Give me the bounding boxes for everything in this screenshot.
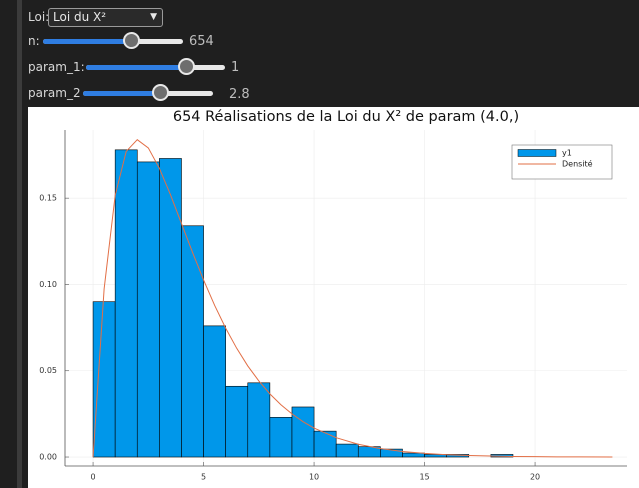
slider-value: 1 [231, 60, 240, 75]
bar [291, 406, 315, 458]
control-label: param_1: [28, 60, 85, 74]
slider[interactable] [86, 58, 225, 75]
y-tick-label: 0.10 [39, 280, 57, 289]
bar [269, 417, 293, 458]
x-tick-label: 15 [419, 473, 429, 482]
sidebar-stripe [17, 0, 22, 488]
x-tick-label: 0 [91, 473, 96, 482]
slider-fill [83, 91, 160, 96]
control-label: param_2 [28, 86, 81, 100]
y-tick-label: 0.00 [39, 453, 57, 462]
slider[interactable] [43, 32, 183, 49]
bar [313, 430, 337, 458]
legend-label: Densité [562, 159, 593, 169]
bar [402, 452, 425, 458]
control-label: Loi: [28, 10, 50, 24]
slider-knob[interactable] [178, 58, 195, 75]
bar [203, 325, 226, 458]
y-tick-label: 0.15 [39, 194, 57, 203]
legend-swatch [517, 149, 557, 157]
x-tick-label: 20 [530, 473, 540, 482]
slider-fill [43, 39, 131, 44]
slider-knob[interactable] [123, 32, 140, 49]
bar [335, 443, 359, 458]
legend-label: y1 [562, 149, 572, 158]
slider-value: 2.8 [229, 87, 250, 102]
slider-knob[interactable] [152, 84, 169, 101]
select-value: Loi du X² [53, 10, 107, 24]
bar [136, 161, 160, 458]
slider-fill [86, 65, 186, 70]
x-tick-label: 10 [309, 473, 319, 482]
bar [225, 385, 249, 458]
caret: ▼ [150, 12, 157, 22]
control-label: n: [28, 34, 40, 48]
chart-title: 654 Réalisations de la Loi du X² de para… [173, 109, 519, 125]
chart: 654 Réalisations de la Loi du X² de para… [28, 107, 639, 488]
y-tick-label: 0.05 [39, 366, 57, 375]
bar [92, 301, 116, 458]
select[interactable]: Loi du X² ▼ [48, 8, 163, 27]
bar [181, 225, 204, 458]
slider[interactable] [83, 84, 213, 101]
bar [247, 382, 271, 458]
x-tick-label: 5 [201, 473, 206, 482]
bar [159, 158, 182, 458]
line [92, 138, 613, 458]
slider-value: 654 [189, 34, 214, 49]
bar [114, 149, 138, 458]
